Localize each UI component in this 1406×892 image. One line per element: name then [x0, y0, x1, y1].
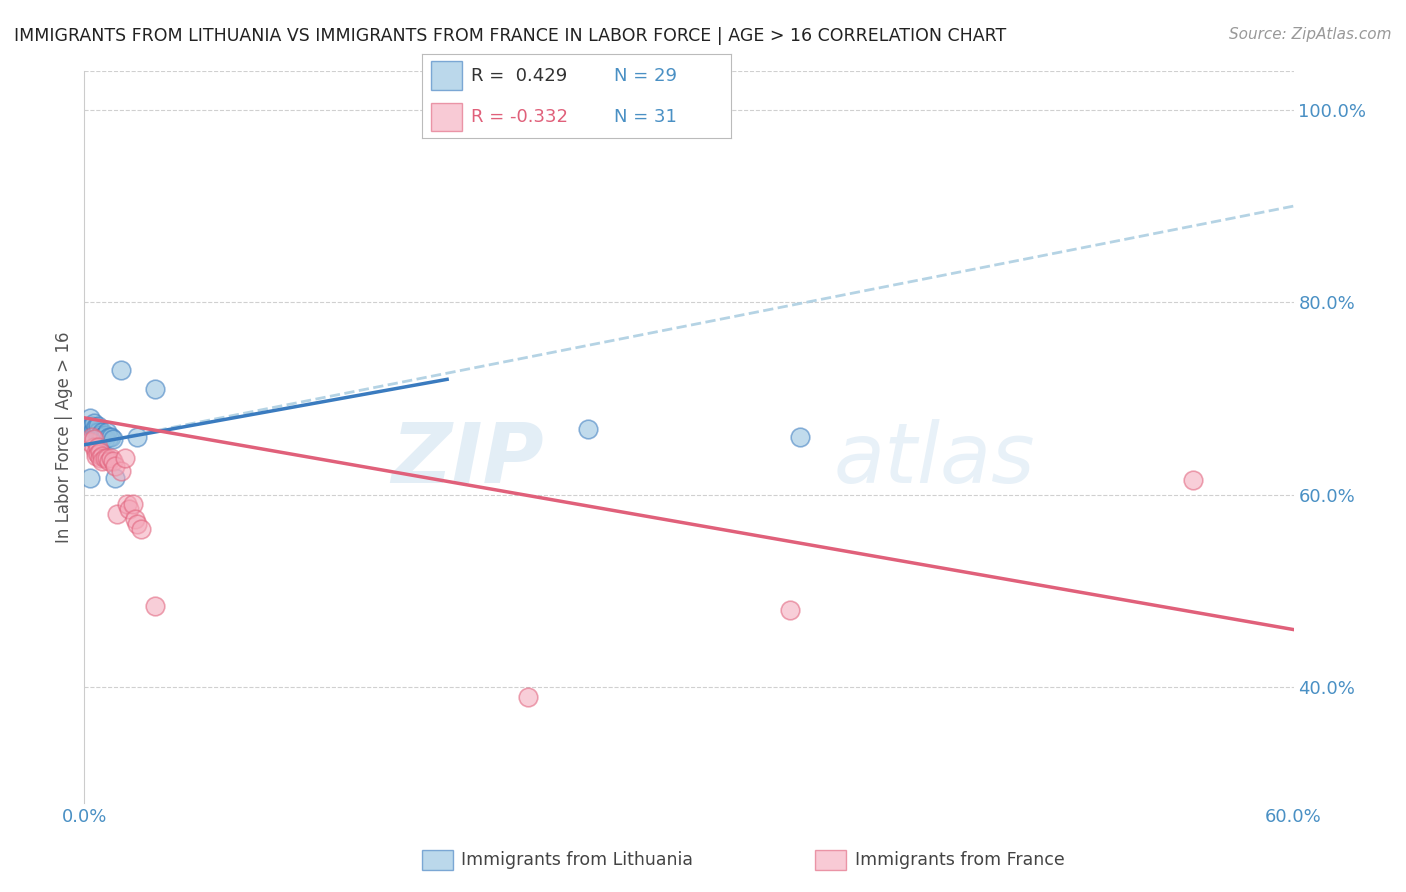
Point	[89, 433, 111, 447]
Point	[79, 434, 101, 449]
Point	[105, 507, 128, 521]
Text: Source: ZipAtlas.com: Source: ZipAtlas.com	[1229, 27, 1392, 42]
Point	[89, 428, 111, 442]
Point	[86, 420, 108, 434]
Point	[86, 425, 108, 440]
Point	[87, 447, 110, 461]
Point	[121, 498, 143, 512]
Point	[83, 430, 105, 444]
Point	[79, 410, 101, 425]
Text: N = 29: N = 29	[613, 67, 676, 85]
FancyBboxPatch shape	[432, 62, 463, 90]
Point	[104, 458, 127, 473]
Point	[143, 599, 166, 613]
Point	[83, 440, 105, 454]
Point	[101, 432, 124, 446]
Point	[79, 420, 101, 434]
Text: ZIP: ZIP	[391, 418, 544, 500]
Text: Immigrants from France: Immigrants from France	[855, 851, 1064, 869]
Point	[124, 512, 146, 526]
Point	[576, 422, 599, 436]
Point	[87, 418, 110, 433]
Point	[118, 502, 141, 516]
Point	[97, 430, 120, 444]
Point	[789, 430, 811, 444]
Text: Immigrants from Lithuania: Immigrants from Lithuania	[461, 851, 693, 869]
Text: R =  0.429: R = 0.429	[471, 67, 568, 85]
Point	[82, 425, 104, 440]
Point	[83, 432, 105, 446]
Text: IMMIGRANTS FROM LITHUANIA VS IMMIGRANTS FROM FRANCE IN LABOR FORCE | AGE > 16 CO: IMMIGRANTS FROM LITHUANIA VS IMMIGRANTS …	[14, 27, 1007, 45]
Point	[110, 362, 132, 376]
Point	[516, 690, 538, 704]
FancyBboxPatch shape	[432, 103, 463, 131]
Point	[101, 454, 124, 468]
Point	[86, 450, 108, 464]
Text: R = -0.332: R = -0.332	[471, 108, 568, 126]
Point	[125, 516, 148, 531]
Point	[79, 470, 101, 484]
Point	[91, 450, 114, 464]
Point	[91, 430, 114, 444]
Point	[93, 428, 115, 442]
Point	[91, 425, 114, 440]
Point	[779, 603, 801, 617]
Point	[86, 444, 108, 458]
Point	[87, 430, 110, 444]
Point	[93, 451, 115, 466]
Point	[129, 521, 152, 535]
Point	[96, 451, 118, 466]
Point	[143, 382, 166, 396]
Point	[125, 430, 148, 444]
Y-axis label: In Labor Force | Age > 16: In Labor Force | Age > 16	[55, 331, 73, 543]
Point	[82, 418, 104, 433]
Text: atlas: atlas	[834, 418, 1036, 500]
Point	[83, 422, 105, 436]
Point	[104, 470, 127, 484]
Point	[115, 498, 138, 512]
Point	[91, 454, 114, 468]
Point	[1181, 474, 1204, 488]
Point	[93, 432, 115, 446]
Text: N = 31: N = 31	[613, 108, 676, 126]
Point	[100, 430, 122, 444]
Point	[82, 430, 104, 444]
Point	[89, 444, 111, 458]
Point	[89, 451, 111, 466]
Point	[87, 440, 110, 454]
Point	[110, 464, 132, 478]
Point	[96, 425, 118, 440]
Point	[100, 451, 122, 466]
Point	[114, 451, 136, 466]
Point	[83, 416, 105, 430]
Point	[97, 454, 120, 468]
Point	[87, 425, 110, 440]
